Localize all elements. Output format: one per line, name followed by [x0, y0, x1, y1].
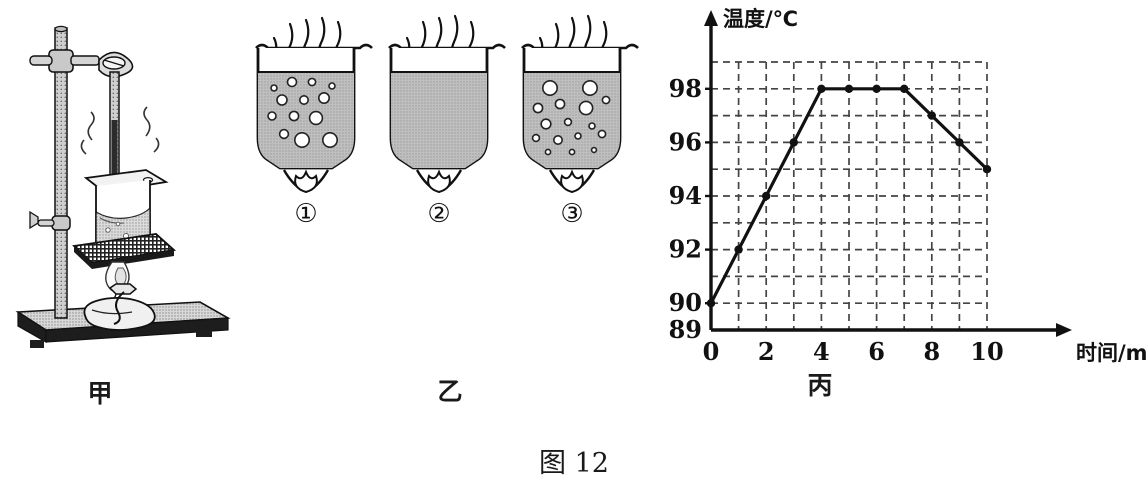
chart-axes	[704, 10, 1072, 337]
chart-y-axis-title: 温度/℃	[723, 7, 798, 31]
x-tick-label: 4	[813, 337, 830, 366]
data-point	[982, 165, 992, 174]
data-point	[706, 299, 716, 308]
x-tick-label: 0	[703, 337, 720, 366]
panel-label-jia: 甲	[87, 379, 113, 408]
panel-beakers-yi: ① ②	[240, 0, 660, 474]
panel-label-bing: 丙	[807, 371, 833, 400]
data-point	[817, 84, 826, 94]
data-point	[762, 191, 771, 201]
beaker-1: ①	[255, 16, 373, 229]
y-tick-label: 94	[669, 181, 702, 210]
chart-x-axis-title: 时间/min	[1076, 341, 1148, 365]
x-axis-arrow	[1056, 323, 1072, 337]
beaker-2-number: ②	[427, 199, 450, 229]
data-point	[900, 84, 909, 94]
data-point	[872, 84, 881, 94]
steam-wisps	[80, 106, 160, 155]
y-tick-label: 89	[669, 315, 702, 344]
x-tick-label: 2	[758, 337, 775, 366]
rod-clamp-lower	[29, 210, 71, 231]
beaker-3-bubbles	[531, 80, 611, 156]
figure-caption: 图 12	[539, 448, 609, 479]
panel-apparatus-jia: 甲	[0, 0, 240, 474]
beaker-3-flame	[548, 169, 596, 194]
chart-gridlines	[711, 61, 988, 330]
beaker-2-flame	[415, 169, 463, 194]
data-point	[844, 84, 854, 94]
stand-rod	[54, 25, 68, 319]
apparatus-diagram	[15, 25, 231, 348]
beaker-3-number: ③	[560, 199, 583, 229]
y-tick-label: 90	[669, 288, 702, 317]
alcohol-lamp	[83, 283, 156, 331]
x-tick-label: 6	[868, 337, 885, 366]
x-tick-label: 8	[923, 337, 940, 366]
data-point	[734, 245, 743, 254]
y-axis-arrow	[704, 10, 718, 26]
panel-label-yi: 乙	[437, 377, 463, 406]
y-tick-label: 92	[669, 235, 702, 264]
rod-clamp-upper	[29, 49, 134, 78]
data-point	[927, 111, 936, 120]
x-tick-label: 10	[970, 337, 1003, 366]
beaker-2: ②	[388, 14, 506, 229]
data-point	[789, 138, 798, 147]
beaker-1-bubbles	[267, 76, 339, 149]
beakers-diagram: ① ②	[255, 14, 639, 229]
beaker-3: ③	[521, 14, 639, 229]
beaker-1-flame	[282, 169, 330, 194]
chart-data-points	[706, 84, 992, 308]
y-tick-label: 98	[669, 74, 702, 103]
y-tick-label: 96	[669, 127, 702, 156]
beaker-1-number: ①	[294, 199, 317, 229]
data-point	[955, 138, 964, 147]
